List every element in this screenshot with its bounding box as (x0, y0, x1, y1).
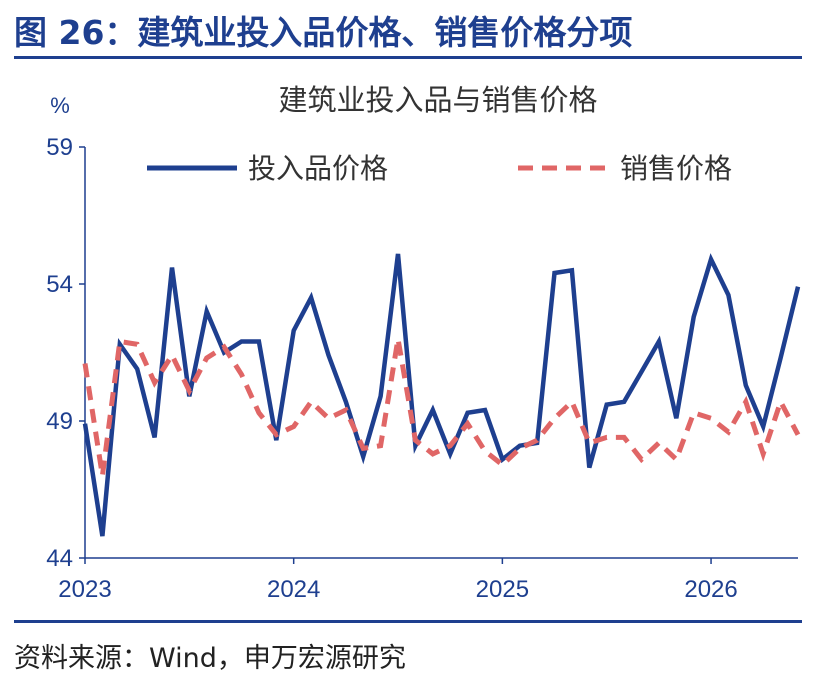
x-tick-label: 2024 (267, 576, 320, 603)
y-tick-label: 59 (46, 134, 73, 161)
legend-label-sales-price: 销售价格 (620, 153, 732, 184)
legend-label-input-price: 投入品价格 (248, 153, 388, 184)
chart-title: 建筑业投入品与销售价格 (278, 84, 597, 117)
y-tick-label: 54 (46, 271, 73, 298)
y-tick-label: 44 (46, 545, 73, 572)
series-line-input-price (82, 253, 801, 537)
legend: 投入品价格 销售价格 (147, 153, 732, 184)
source-divider (14, 620, 802, 623)
figure-title: 图 26：建筑业投入品价格、销售价格分项 (14, 13, 633, 52)
y-tick-label: 49 (46, 408, 73, 435)
line-chart: 建筑业投入品与销售价格 % 44 49 54 59 2023 2024 2025 2026 投… (46, 84, 801, 603)
series-layer (82, 253, 801, 537)
x-tick-label: 2026 (684, 576, 737, 603)
series-line-sales-price (82, 338, 801, 477)
x-tick-label: 2025 (476, 576, 529, 603)
source-note: 资料来源：Wind，申万宏源研究 (14, 643, 406, 674)
axes: 44 49 54 59 2023 2024 2025 2026 (46, 134, 798, 603)
x-tick-label: 2023 (58, 576, 111, 603)
y-axis-unit: % (50, 93, 70, 118)
title-divider (14, 56, 802, 59)
